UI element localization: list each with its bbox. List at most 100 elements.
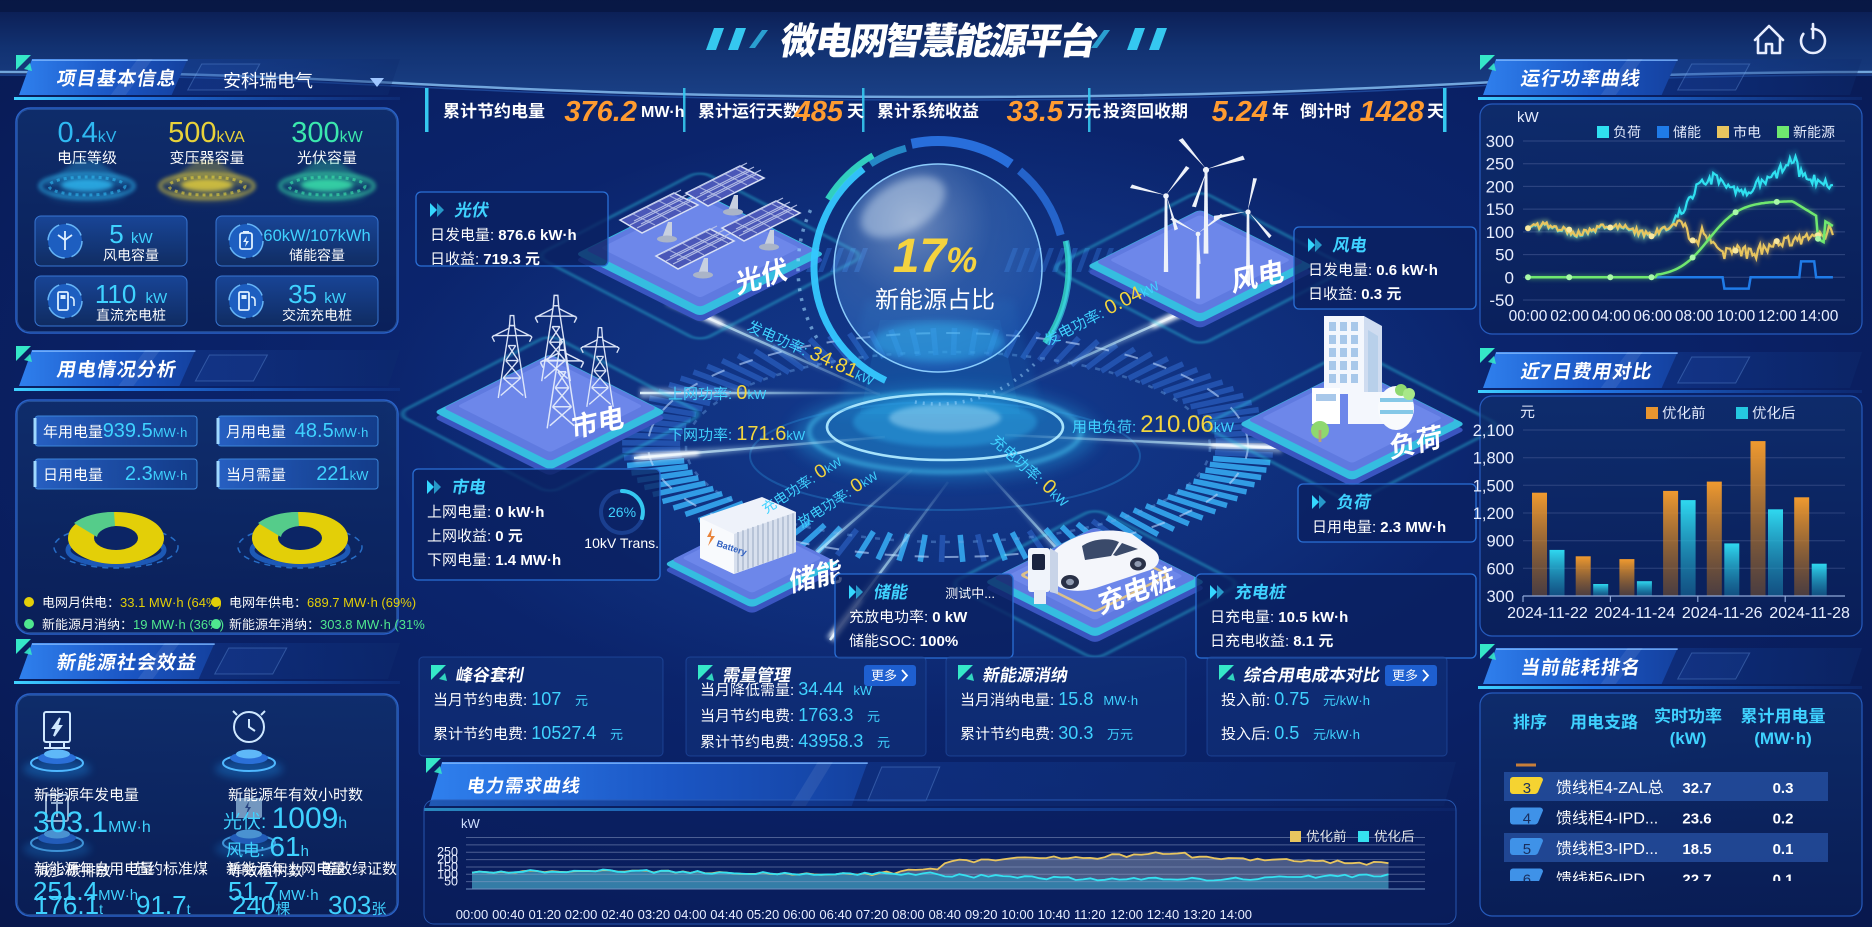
svg-text:250: 250 xyxy=(437,845,458,859)
svg-text:MW·h: MW·h xyxy=(153,425,188,440)
svg-text:1.4 MW·h: 1.4 MW·h xyxy=(495,552,561,569)
svg-text::: : xyxy=(260,841,265,860)
svg-text:kW: kW xyxy=(340,129,364,146)
svg-text:61: 61 xyxy=(269,831,300,862)
svg-text::: : xyxy=(1050,726,1054,743)
svg-text::: : xyxy=(1132,419,1136,436)
svg-text::: : xyxy=(842,484,854,500)
svg-text:110: 110 xyxy=(95,279,136,309)
svg-text:2024-11-28: 2024-11-28 xyxy=(1769,605,1850,622)
svg-text:2024-11-26: 2024-11-26 xyxy=(1682,605,1763,622)
svg-text:900: 900 xyxy=(1487,533,1515,551)
svg-text:03:20: 03:20 xyxy=(638,907,671,922)
svg-text::: : xyxy=(790,682,794,699)
svg-text:11:20: 11:20 xyxy=(1074,907,1106,922)
svg-text:50: 50 xyxy=(1495,246,1514,265)
svg-text:h: h xyxy=(338,815,347,832)
svg-text::: : xyxy=(799,343,810,360)
svg-text:(MW·h): (MW·h) xyxy=(1754,729,1812,748)
svg-text:05:20: 05:20 xyxy=(747,907,780,922)
svg-text:8.1: 8.1 xyxy=(1293,633,1314,650)
svg-text:303: 303 xyxy=(328,890,371,920)
svg-text:t: t xyxy=(99,901,103,917)
svg-text:kW: kW xyxy=(853,367,877,389)
svg-text:15.8: 15.8 xyxy=(1058,689,1093,709)
svg-text:171.6: 171.6 xyxy=(736,423,786,445)
svg-text:kW: kW xyxy=(324,290,347,307)
svg-text:1,800: 1,800 xyxy=(1473,450,1514,468)
svg-text:33.1 MW·h (64%): 33.1 MW·h (64%) xyxy=(120,595,222,610)
svg-text::: : xyxy=(790,708,794,725)
svg-text::: : xyxy=(1096,305,1107,322)
svg-text:kW: kW xyxy=(1214,419,1235,435)
svg-text:MW·h: MW·h xyxy=(153,468,188,483)
svg-text:50: 50 xyxy=(444,875,458,889)
svg-text:kW: kW xyxy=(1517,109,1540,126)
svg-text:34.44: 34.44 xyxy=(798,679,843,699)
svg-text:33.5: 33.5 xyxy=(1007,96,1064,128)
svg-text:t: t xyxy=(187,901,191,917)
svg-text:26%: 26% xyxy=(608,504,636,520)
svg-text:00:40: 00:40 xyxy=(492,907,525,922)
svg-text:MW·h: MW·h xyxy=(98,887,138,904)
svg-text:376.2: 376.2 xyxy=(564,96,637,128)
svg-text:200: 200 xyxy=(1486,177,1514,196)
svg-text:/kW·h: /kW·h xyxy=(1336,693,1370,708)
svg-text::: : xyxy=(523,726,527,743)
svg-text:kW: kW xyxy=(146,290,169,307)
svg-text:kW: kW xyxy=(461,816,481,831)
svg-text::: : xyxy=(1372,519,1376,536)
svg-text:43958.3: 43958.3 xyxy=(798,731,863,751)
svg-text:5.24: 5.24 xyxy=(1212,96,1268,128)
svg-text:0: 0 xyxy=(736,382,747,404)
svg-text:485: 485 xyxy=(794,96,844,128)
svg-text::: : xyxy=(490,227,494,244)
svg-text:kV: kV xyxy=(98,129,117,146)
svg-text:12:00: 12:00 xyxy=(1110,907,1143,922)
svg-text:0: 0 xyxy=(495,528,503,545)
svg-text:22.7: 22.7 xyxy=(1682,872,1711,889)
svg-text:MW·h: MW·h xyxy=(334,425,369,440)
svg-text:300: 300 xyxy=(1486,132,1514,151)
svg-text:06:00: 06:00 xyxy=(783,907,816,922)
svg-text:...: ... xyxy=(984,586,995,601)
svg-text:13:20: 13:20 xyxy=(1183,907,1216,922)
svg-text:1763.3: 1763.3 xyxy=(798,705,853,725)
svg-text:0: 0 xyxy=(1505,268,1514,287)
svg-text:MW·h: MW·h xyxy=(641,104,685,121)
svg-text:kW: kW xyxy=(131,230,154,247)
svg-text:10:40: 10:40 xyxy=(1038,907,1071,922)
svg-text::: : xyxy=(261,812,266,833)
svg-text:30.3: 30.3 xyxy=(1058,723,1093,743)
svg-text::: : xyxy=(1353,286,1357,303)
svg-text:10.5 kW·h: 10.5 kW·h xyxy=(1278,609,1348,626)
svg-text:02:40: 02:40 xyxy=(601,907,634,922)
svg-text:14:00: 14:00 xyxy=(1800,308,1839,325)
svg-text::: : xyxy=(728,427,732,444)
svg-text:12:40: 12:40 xyxy=(1147,907,1180,922)
svg-text:6-IPD: 6-IPD xyxy=(1604,872,1645,889)
svg-text:1009: 1009 xyxy=(272,802,339,835)
svg-text:0.1: 0.1 xyxy=(1773,872,1794,889)
svg-text:MW·h: MW·h xyxy=(108,819,151,836)
svg-text:1,500: 1,500 xyxy=(1473,477,1514,495)
svg-text:23.6: 23.6 xyxy=(1682,811,1711,828)
svg-text:kW: kW xyxy=(853,683,873,698)
svg-text:4: 4 xyxy=(1523,811,1531,828)
svg-text::: : xyxy=(1270,609,1274,626)
svg-text:19 MW·h (36%): 19 MW·h (36%) xyxy=(133,617,224,632)
svg-text::: : xyxy=(1266,726,1270,743)
svg-text:02:00: 02:00 xyxy=(1550,308,1589,325)
svg-text:7: 7 xyxy=(1540,362,1552,383)
svg-text:150: 150 xyxy=(437,860,458,874)
svg-text:91.7: 91.7 xyxy=(136,890,187,920)
svg-text:176.1: 176.1 xyxy=(34,890,99,920)
svg-text::: : xyxy=(728,386,732,403)
svg-text:0.3: 0.3 xyxy=(1773,780,1794,797)
svg-text:12:00: 12:00 xyxy=(1758,308,1797,325)
svg-text:876.6 kW·h: 876.6 kW·h xyxy=(498,227,576,244)
svg-text:0 kW: 0 kW xyxy=(932,609,968,626)
svg-text:18.5: 18.5 xyxy=(1682,841,1711,858)
svg-text:35: 35 xyxy=(288,279,317,309)
svg-text:0.75: 0.75 xyxy=(1274,689,1309,709)
